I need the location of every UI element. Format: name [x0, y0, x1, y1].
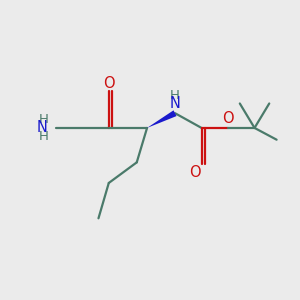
- Text: O: O: [222, 111, 234, 126]
- Text: H: H: [39, 113, 49, 126]
- Text: N: N: [169, 96, 181, 111]
- Polygon shape: [147, 110, 176, 128]
- Text: O: O: [189, 165, 201, 180]
- Text: O: O: [103, 76, 115, 91]
- Text: H: H: [170, 89, 180, 102]
- Text: N: N: [37, 120, 48, 135]
- Text: H: H: [39, 130, 49, 143]
